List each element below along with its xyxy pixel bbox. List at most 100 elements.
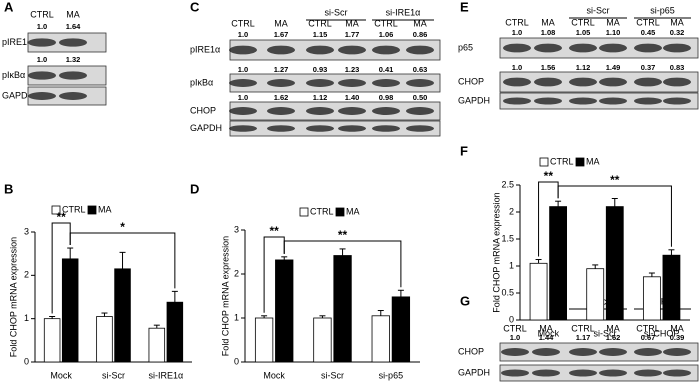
band-quant: 1.12 bbox=[313, 93, 328, 102]
band-quant: 1.40 bbox=[345, 93, 360, 102]
y-tick-label: 0.5 bbox=[501, 287, 514, 297]
y-tick-label: 3 bbox=[24, 226, 29, 236]
band-quant: 0.39 bbox=[670, 333, 685, 342]
x-tick-label: si-Scr bbox=[102, 370, 125, 380]
legend-swatch bbox=[51, 205, 61, 215]
band bbox=[372, 79, 400, 87]
significance-bracket bbox=[557, 185, 672, 247]
band bbox=[267, 125, 295, 132]
band bbox=[569, 43, 597, 53]
band bbox=[599, 77, 627, 87]
band bbox=[229, 79, 257, 87]
lane-label: MA bbox=[539, 323, 553, 333]
error-bar bbox=[592, 264, 599, 269]
lane-label: MA bbox=[606, 17, 620, 27]
band-quant: 1.67 bbox=[274, 30, 289, 39]
band bbox=[406, 107, 434, 115]
y-tick-label: 1 bbox=[234, 312, 239, 322]
band bbox=[306, 125, 334, 132]
error-bar bbox=[49, 316, 56, 319]
x-tick-label: si-IRE1α bbox=[148, 370, 183, 380]
bar bbox=[549, 206, 568, 321]
band-quant: 1.0 bbox=[512, 63, 522, 72]
band-quant: 0.98 bbox=[379, 93, 394, 102]
x-tick-label: Mock bbox=[263, 370, 285, 380]
band bbox=[28, 71, 56, 80]
lane-label: CTRL bbox=[636, 17, 660, 27]
x-tick-label: si-Scr bbox=[321, 370, 344, 380]
x-tick-label: Mock bbox=[50, 370, 72, 380]
blot-label: pIRE1α bbox=[2, 37, 32, 47]
band bbox=[501, 369, 529, 377]
y-tick-label: 0 bbox=[234, 356, 239, 366]
blot-label: p65 bbox=[458, 42, 473, 52]
band-quant: 1.0 bbox=[512, 28, 522, 37]
bar bbox=[148, 327, 166, 363]
band-quant: 1.0 bbox=[238, 93, 248, 102]
error-bar bbox=[319, 315, 326, 318]
panel-letter: E bbox=[460, 0, 469, 14]
band-quant: 0.83 bbox=[670, 63, 685, 72]
band bbox=[406, 45, 434, 55]
lane-label: CTRL bbox=[374, 18, 398, 28]
y-axis-label: Fold CHOP mRNA expression bbox=[8, 237, 18, 357]
band bbox=[28, 92, 56, 100]
lane-label: MA bbox=[345, 18, 359, 28]
bar bbox=[61, 258, 79, 363]
band-quant: 1.32 bbox=[66, 55, 81, 64]
band-quant: 0.86 bbox=[413, 30, 428, 39]
significance-mark: * bbox=[120, 220, 125, 234]
band bbox=[306, 107, 334, 115]
legend-label: CTRL bbox=[62, 204, 86, 214]
significance-mark: ** bbox=[338, 228, 348, 242]
error-bar bbox=[377, 310, 384, 316]
band-quant: 0.37 bbox=[641, 63, 656, 72]
bar bbox=[166, 301, 184, 363]
legend-label: MA bbox=[586, 156, 600, 166]
band-quant: 1.62 bbox=[606, 333, 621, 342]
error-bar bbox=[339, 248, 346, 256]
band bbox=[663, 369, 691, 377]
band bbox=[569, 369, 597, 377]
y-tick-label: 0 bbox=[509, 314, 514, 324]
blot-label: GAPDH bbox=[458, 367, 490, 377]
band-quant: 1.17 bbox=[576, 333, 591, 342]
error-bar bbox=[648, 272, 655, 277]
significance-mark: ** bbox=[56, 210, 66, 224]
band bbox=[663, 77, 691, 87]
group-label: si-Scr bbox=[325, 7, 348, 17]
y-tick-label: 1.5 bbox=[501, 233, 514, 243]
bar bbox=[254, 317, 274, 363]
band-quant: 1.0 bbox=[238, 30, 248, 39]
lane-label: MA bbox=[541, 17, 555, 27]
legend-swatch bbox=[87, 205, 97, 215]
band-quant: 1.0 bbox=[37, 22, 47, 31]
error-bar bbox=[281, 256, 288, 260]
band bbox=[338, 79, 366, 87]
blot-label: GAPDH bbox=[458, 95, 490, 105]
band bbox=[503, 97, 531, 105]
band-quant: 1.10 bbox=[606, 28, 621, 37]
error-bar bbox=[261, 315, 268, 318]
y-tick-label: 2.5 bbox=[501, 179, 514, 189]
bar bbox=[96, 316, 113, 363]
panel-letter: C bbox=[190, 0, 200, 14]
band-quant: 1.77 bbox=[345, 30, 360, 39]
band-quant: 0.41 bbox=[379, 65, 394, 74]
y-tick-label: 2 bbox=[234, 268, 239, 278]
lane-label: CTRL bbox=[571, 323, 595, 333]
band bbox=[267, 79, 295, 87]
band bbox=[306, 45, 334, 55]
lane-label: MA bbox=[66, 9, 80, 19]
band bbox=[229, 45, 257, 55]
bar bbox=[313, 317, 332, 363]
band-quant: 1.64 bbox=[66, 22, 81, 31]
error-bar bbox=[67, 247, 74, 259]
panel-letter: B bbox=[4, 181, 13, 196]
bar bbox=[43, 318, 61, 363]
y-axis-label: Fold CHOP mRNA expression bbox=[220, 236, 230, 356]
x-tick-label: si-Scr bbox=[594, 328, 617, 338]
error-bar bbox=[153, 324, 160, 329]
band bbox=[267, 107, 295, 115]
panel-letter: D bbox=[190, 181, 199, 196]
